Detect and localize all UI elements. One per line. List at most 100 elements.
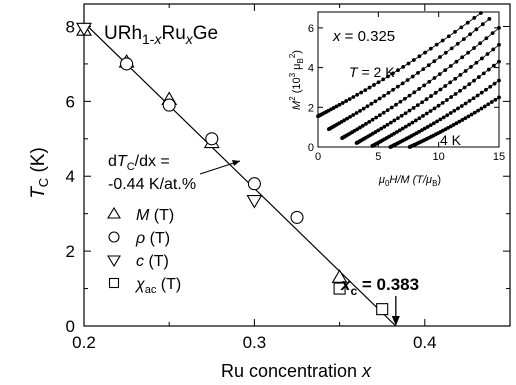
inset-data-point [388,120,393,125]
inset-data-point [351,95,356,99]
inset-data-point [392,131,397,136]
inset-data-point [454,59,459,64]
inset-data-point [460,118,465,122]
inset-data-point [381,110,386,115]
x-tick-label: 0.3 [243,333,267,352]
inset-x-tick-label: 15 [493,151,505,163]
inset-data-point [415,103,420,108]
inset-data-point [406,61,411,66]
inset-data-point [481,71,486,76]
inset-data-point [484,87,488,92]
inset-data-point [491,63,496,68]
inset-data-point [365,104,370,109]
inset-data-point [453,92,458,96]
inset-data-point [454,121,459,126]
inset-data-point [486,67,491,72]
inset-data-point [385,108,390,113]
inset-data-point [410,74,415,79]
inset-x-tick-label: 5 [375,151,381,163]
data-point-circle [247,177,261,191]
inset-data-point [438,117,443,122]
inset-data-point [389,105,394,110]
inset-data-point [443,50,448,55]
inset-data-point [360,123,365,128]
inset-data-point [455,41,460,46]
inset-data-point [337,102,342,107]
inset-y-tick-label: 6 [308,23,314,35]
inset-data-point [394,102,398,107]
inset-data-point [411,106,416,110]
inset-data-point [417,129,422,134]
inset-data-point [354,111,359,115]
slope-arrow-head [232,160,240,166]
inset-data-point [463,116,468,121]
inset-data-point [465,20,470,25]
inset-data-point [449,46,454,51]
inset-data-point [351,113,356,117]
inset-data-point [472,16,477,20]
inset-data-point [428,46,433,51]
inset-data-point [451,122,456,127]
inset-data-point [401,65,406,69]
inset-x-tick-label: 0 [315,151,321,163]
inset-data-point [459,25,464,30]
inset-data-point [425,124,430,129]
y-tick-label: 0 [66,317,75,336]
inset-data-point [434,42,439,47]
inset-data-point [367,119,372,124]
inset-data-point [381,77,386,82]
inset-data-point [467,82,472,87]
inset-data-point [412,90,417,95]
inset-data-point [484,36,489,41]
inset-data-point [440,38,445,43]
inset-data-point [417,54,422,59]
inset-data-point [449,95,454,99]
y-tick-label: 6 [66,92,75,111]
data-point-circle [205,132,219,146]
inset-data-point [358,125,362,130]
inset-data-point [432,76,437,80]
inset-data-point [478,41,483,46]
inset-data-point [457,119,462,124]
inset-data-point [370,117,375,122]
inset-data-point [376,80,381,85]
inset-data-point [391,87,395,92]
inset-data-point [402,96,407,101]
inset-data-point [463,101,468,106]
inset-data-point [438,55,442,59]
legend-label: c (T) [136,253,169,270]
inset-data-point [435,119,439,124]
inset-data-point [427,79,432,84]
slope-annotation-line1: dTC/dx = [108,153,170,173]
legend-label: ρ (T) [135,230,170,247]
inset-data-point [423,50,427,55]
y-tick-label: 2 [66,242,75,261]
data-point-circle [120,57,134,71]
inset-data-point [396,116,400,121]
inset-data-point [361,106,366,111]
inset-data-point [376,128,381,133]
inset-data-point [492,81,497,86]
inset-data-point [459,104,464,108]
inset-data-point [363,88,368,92]
inset-data-point [331,106,336,110]
slope-annotation-line2: -0.44 K/at.% [108,176,196,193]
inset-y-tick-label: 0 [308,142,314,154]
inset-data-point [397,128,402,133]
inset-data-point [403,124,408,129]
fit-line [83,22,397,327]
inset-data-point [472,78,476,83]
inset-data-point [491,47,496,52]
legend: M (T) ρ (T) c (T) χac (T) [107,206,181,296]
inset-data-point [432,59,437,64]
inset-data-point [373,130,378,134]
main-plot-frame [83,3,511,327]
inset-data-point [479,106,484,111]
legend-label: M (T) [136,207,174,224]
inset-data-point [489,100,494,104]
inset-data-point [485,52,490,56]
inset-data-point [433,90,438,95]
x-tick-label: 0.4 [413,333,437,352]
inset-data-point [462,85,467,90]
